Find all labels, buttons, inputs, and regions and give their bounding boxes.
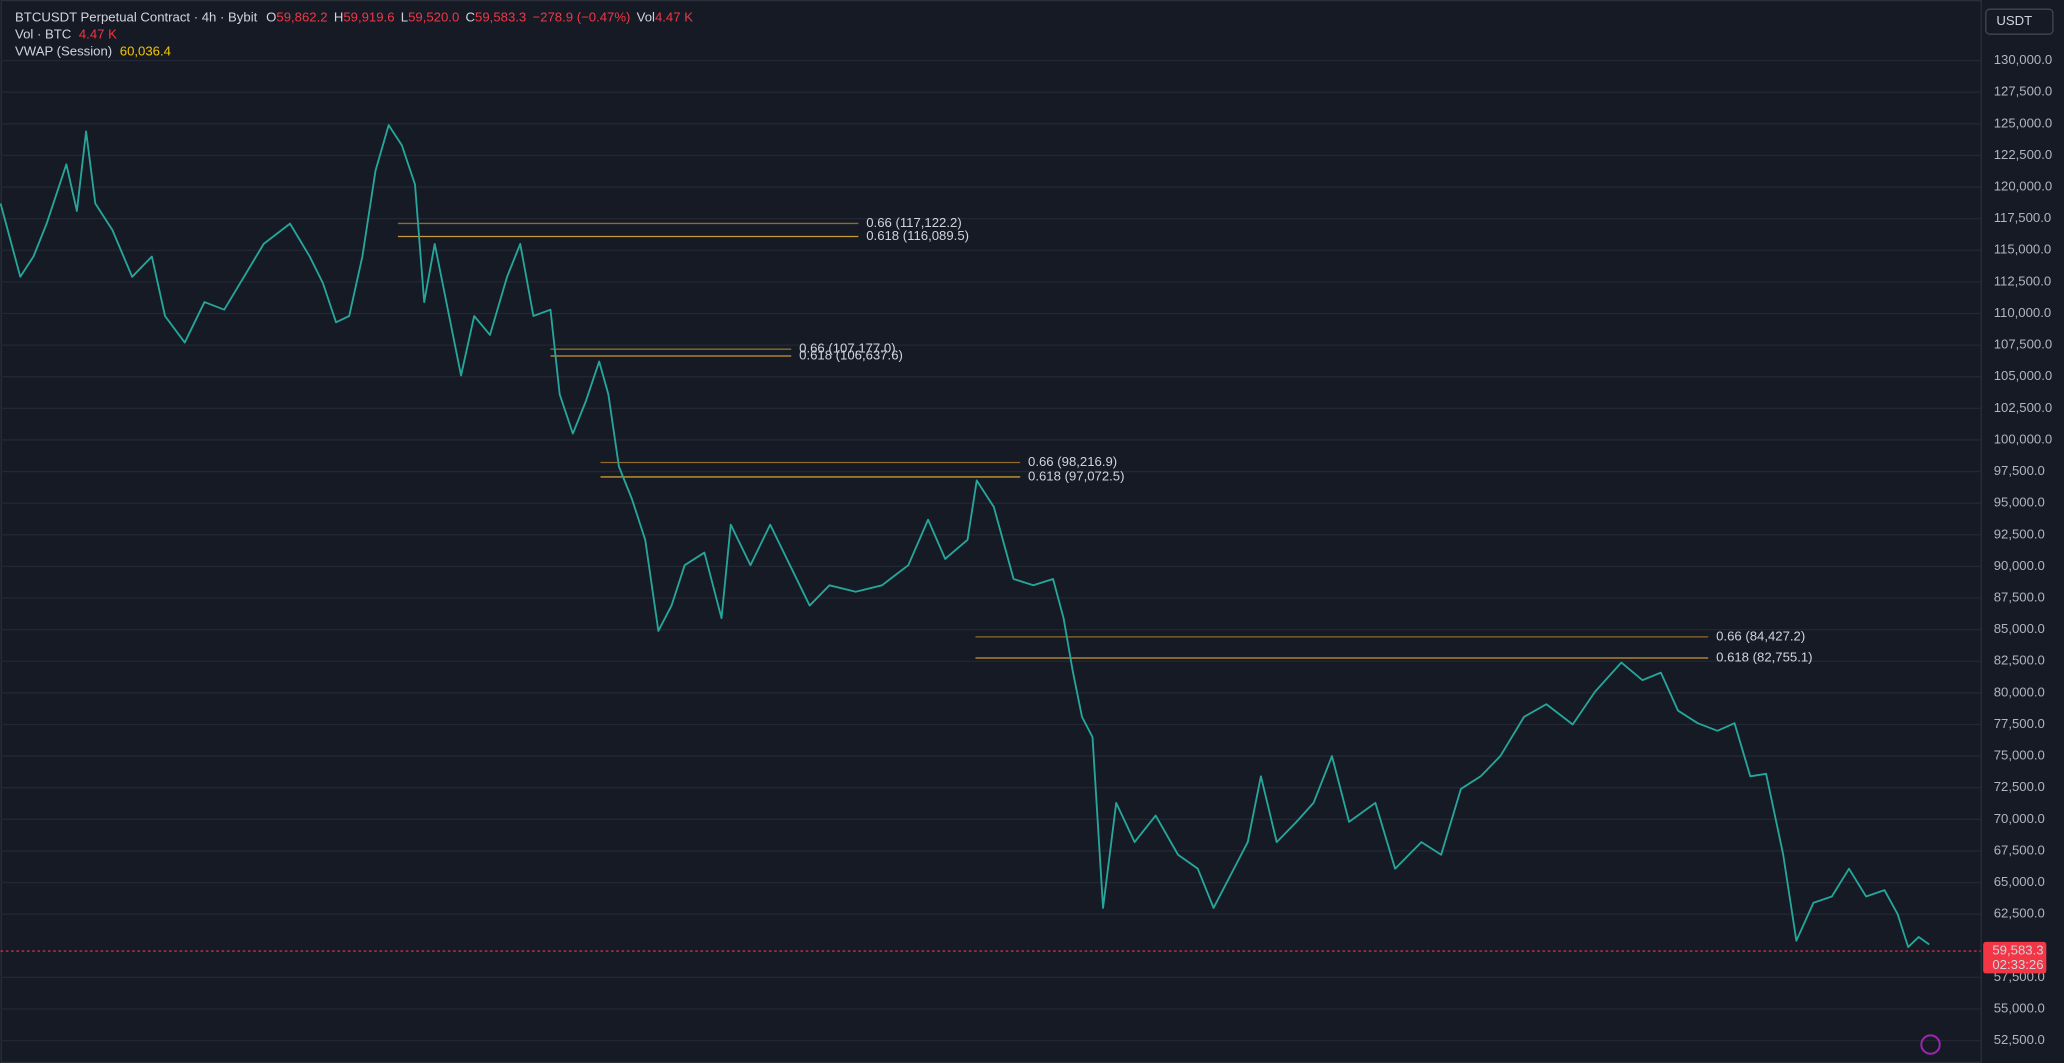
open-label: O [266,10,276,25]
fib-label: 0.66 (107,177.0) [799,341,895,356]
fib-label: 0.618 (106,637.6) [799,347,903,362]
y-tick-label: 107,500.0 [1994,337,2052,352]
vol-indicator[interactable]: Vol · BTC 4.47 K [15,27,117,42]
header: BTCUSDT Perpetual Contract · 4h · Bybit … [15,10,693,25]
high-label: H [334,10,344,25]
y-tick-label: 115,000.0 [1994,242,2051,257]
y-tick-label: 85,000.0 [1994,621,2045,636]
low-label: L [401,10,408,25]
y-tick-label: 87,500.0 [1994,589,2045,604]
fib-label: 0.66 (84,427.2) [1716,628,1805,643]
y-tick-label: 52,500.0 [1994,1032,2045,1047]
fib-label: 0.618 (116,089.5) [866,228,969,243]
y-tick-label: 90,000.0 [1994,558,2045,573]
y-tick-label: 72,500.0 [1994,779,2045,794]
y-tick-label: 127,500.0 [1994,84,2052,99]
assistant-icon[interactable] [1920,1034,1941,1055]
y-tick-label: 97,500.0 [1994,463,2045,478]
low-value: 59,520.0 [408,10,459,25]
y-tick-label: 105,000.0 [1994,368,2052,383]
y-tick-label: 82,500.0 [1994,653,2045,668]
y-tick-label: 70,000.0 [1994,811,2045,826]
y-tick-label: 92,500.0 [1994,526,2045,541]
countdown: 02:33:26 [1992,957,2043,972]
y-tick-label: 75,000.0 [1994,748,2045,763]
price-line [0,124,1930,949]
vol-indicator-value: 4.47 K [79,27,117,42]
vwap-indicator[interactable]: VWAP (Session) 60,036.4 [15,44,171,59]
last-price-box [1983,941,2047,974]
fib-label: 0.66 (98,216.9) [1028,454,1117,469]
y-tick-label: 67,500.0 [1994,842,2045,857]
grid [0,59,1981,1042]
y-tick-label: 95,000.0 [1994,495,2045,510]
change: −278.9 (−0.47%) [533,10,631,25]
y-tick-label: 100,000.0 [1994,431,2052,446]
vwap-value: 60,036.4 [120,44,171,59]
vol-label: Vol [637,10,655,25]
symbol: BTCUSDT Perpetual Contract · 4h · Bybit [15,10,258,25]
last-price-label: 59,583.3 [1992,943,2043,958]
y-tick-label: 112,500.0 [1994,273,2051,288]
currency-button[interactable] [1985,8,2054,35]
vwap-label: VWAP (Session) [15,44,112,59]
vol-value: 4.47 K [655,10,693,25]
high-value: 59,919.6 [343,10,394,25]
y-tick-label: 110,000.0 [1994,305,2051,320]
currency: USDT [1996,13,2032,28]
y-tick-label: 125,000.0 [1994,115,2052,130]
fib-label: 0.618 (82,755.1) [1716,649,1812,664]
fib-label: 0.618 (97,072.5) [1028,468,1124,483]
y-tick-label: 62,500.0 [1994,906,2045,921]
fib-label: 0.66 (117,122.2) [866,215,961,230]
y-tick-label: 65,000.0 [1994,874,2045,889]
y-tick-label: 117,500.0 [1994,210,2051,225]
y-tick-label: 80,000.0 [1994,684,2045,699]
y-tick-label: 122,500.0 [1994,147,2052,162]
y-tick-label: 55,000.0 [1994,1000,2045,1015]
open-value: 59,862.2 [276,10,327,25]
close-label: C [466,10,476,25]
y-tick-label: 120,000.0 [1994,178,2052,193]
plot-border [0,0,1982,1063]
vol-indicator-label: Vol · BTC [15,27,71,42]
marks: 0.66 (117,122.2)0.618 (116,089.5) 0.66 (1… [0,124,1981,952]
close-value: 59,583.3 [475,10,526,25]
y-tick-label: 130,000.0 [1994,52,2052,67]
y-tick-label: 77,500.0 [1994,716,2045,731]
y-tick-label: 102,500.0 [1994,400,2052,415]
